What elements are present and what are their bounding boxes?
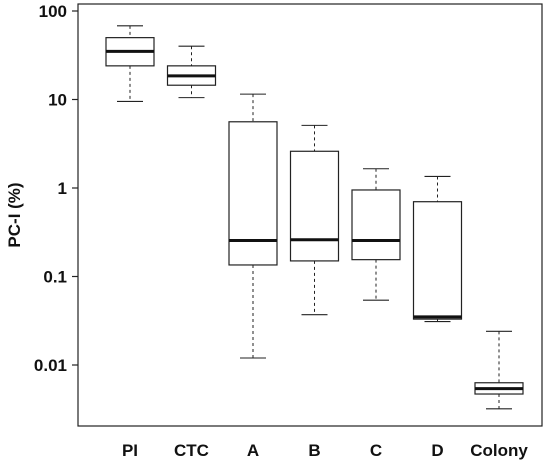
x-category-label: Colony — [470, 441, 528, 460]
y-tick-label: 100 — [39, 2, 67, 21]
x-category-label: A — [247, 441, 259, 460]
x-category-label: PI — [122, 441, 138, 460]
x-category-label: C — [370, 441, 382, 460]
box-ctc — [166, 45, 217, 99]
box-b — [289, 124, 340, 316]
x-category-label: D — [431, 441, 443, 460]
y-axis: 100 10 1 0.1 0.01 — [34, 2, 78, 375]
plot-frame — [77, 3, 543, 427]
y-axis-title: PC-I (%) — [5, 182, 24, 247]
x-axis-labels: PI CTC A B C D Colony — [122, 441, 528, 460]
iqr-box — [228, 121, 278, 266]
iqr-box — [289, 150, 340, 262]
box-pi — [105, 25, 155, 103]
y-tick-label: 0.1 — [43, 268, 67, 287]
box-series — [105, 25, 524, 410]
x-category-label: B — [308, 441, 320, 460]
box-c — [351, 168, 401, 301]
box-colony — [474, 330, 524, 410]
y-tick-label: 0.01 — [34, 356, 67, 375]
iqr-box — [412, 201, 463, 320]
box-d — [412, 175, 463, 323]
y-tick-label: 10 — [48, 91, 67, 110]
y-tick-label: 1 — [58, 179, 67, 198]
box-a — [228, 93, 278, 359]
x-category-label: CTC — [174, 441, 209, 460]
iqr-box — [351, 189, 401, 261]
